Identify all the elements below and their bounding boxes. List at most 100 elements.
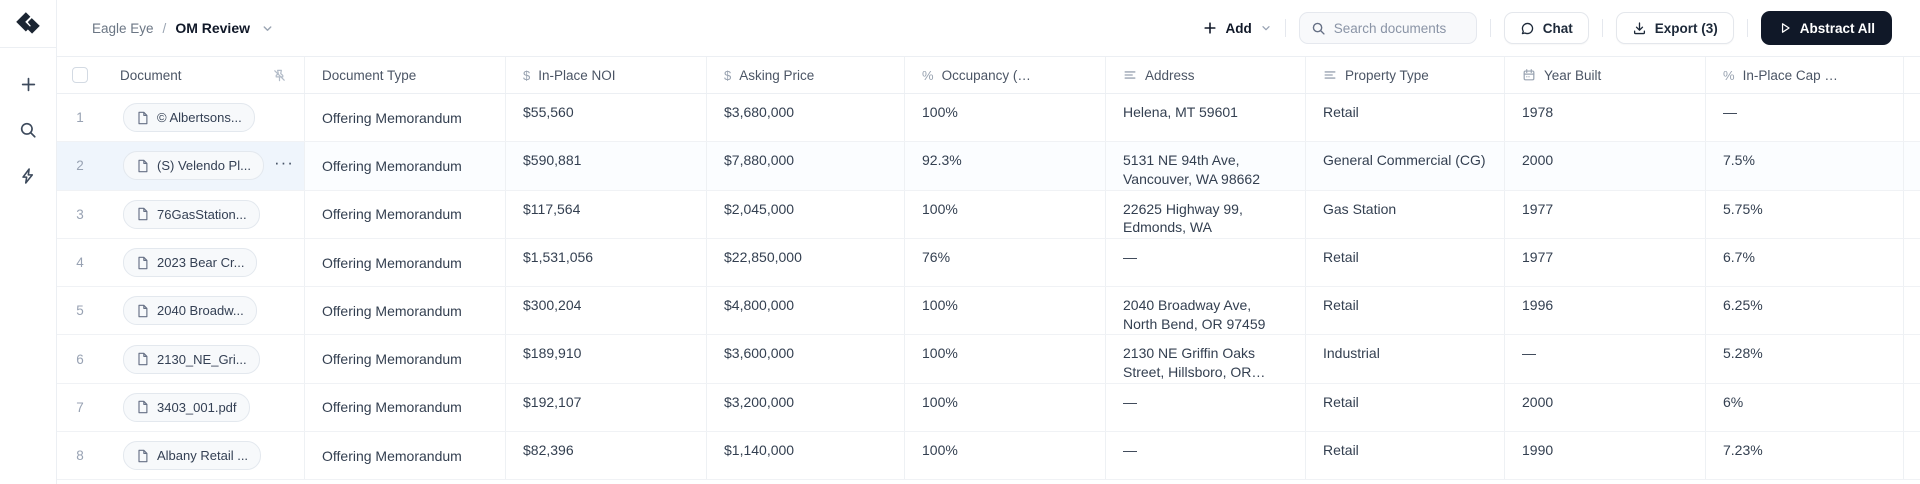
cell-property-type: Retail — [1306, 383, 1505, 432]
document-pill[interactable]: (S) Velendo Pl... — [123, 151, 264, 181]
cell-in-place-cap: 6.25% — [1706, 287, 1904, 335]
cell-document-type: Offering Memorandum — [305, 142, 506, 190]
export-button[interactable]: Export (3) — [1615, 12, 1734, 44]
search-box[interactable] — [1298, 12, 1477, 44]
row-number-cell: 8 — [57, 432, 103, 479]
document-pill[interactable]: 76GasStation... — [123, 199, 260, 229]
abstract-all-button[interactable]: Abstract All — [1760, 11, 1892, 45]
document-name: Albany Retail ... — [157, 448, 249, 464]
row-filler-cell — [1904, 432, 1920, 479]
cell-document-type: Offering Memorandum — [305, 287, 506, 335]
column-header-in-place-noi[interactable]: $ In-Place NOI — [506, 57, 707, 93]
document-icon — [138, 401, 148, 414]
toolbar-divider — [1489, 19, 1491, 37]
row-number-cell: 1 — [57, 94, 103, 141]
document-pill[interactable]: 2130_NE_Gri... — [123, 344, 260, 374]
cell-occupancy: 100% — [905, 335, 1106, 383]
document-icon — [138, 207, 148, 221]
search-sidebar-button[interactable] — [18, 120, 38, 140]
toolbar-divider — [1601, 19, 1603, 37]
cell-in-place-noi: $189,910 — [506, 335, 707, 383]
cell-year-built: 1977 — [1505, 238, 1706, 287]
cell-in-place-cap: 6% — [1706, 383, 1904, 432]
document-icon — [138, 111, 148, 124]
chevron-down-icon — [1260, 22, 1272, 34]
search-documents-input[interactable] — [1333, 20, 1465, 36]
cell-year-built: 1996 — [1505, 287, 1706, 335]
column-header-document-type[interactable]: Document Type — [305, 57, 506, 93]
add-sidebar-button[interactable] — [18, 74, 38, 94]
text-lines-icon — [1324, 71, 1336, 79]
column-header-occupancy[interactable]: % Occupancy (… — [905, 57, 1106, 93]
table-row: 7 3403_001.pdf Offering Memorandum $192,… — [57, 383, 1920, 433]
cell-in-place-cap: 7.23% — [1706, 432, 1904, 480]
breadcrumb-separator: / — [162, 20, 167, 36]
chat-button[interactable]: Chat — [1503, 12, 1589, 44]
column-header-document[interactable]: Document — [103, 57, 305, 93]
document-name: 2023 Bear Cr... — [157, 255, 245, 271]
document-pill[interactable]: © Albertsons... — [123, 103, 255, 133]
column-header-in-place-cap[interactable]: % In-Place Cap … — [1706, 57, 1904, 93]
header-filler-cell — [1904, 57, 1920, 93]
play-icon — [1781, 23, 1790, 33]
header-select-cell — [57, 57, 103, 93]
row-number-cell: 2 — [57, 142, 103, 190]
cell-address: 5131 NE 94th Ave, Vancouver, WA 98662 — [1106, 142, 1306, 190]
top-toolbar: Eagle Eye / OM Review Add — [57, 0, 1920, 56]
zap-sidebar-button[interactable] — [18, 166, 38, 186]
column-header-year-built[interactable]: Year Built — [1505, 57, 1706, 93]
cell-in-place-cap: 6.7% — [1706, 238, 1904, 287]
cell-year-built: 1978 — [1505, 94, 1706, 142]
pin-slash-icon[interactable] — [272, 68, 287, 83]
cell-year-built: — — [1505, 335, 1706, 383]
column-header-address[interactable]: Address — [1106, 57, 1306, 93]
cell-in-place-noi: $192,107 — [506, 383, 707, 432]
cell-in-place-cap: — — [1706, 94, 1904, 142]
breadcrumb-current[interactable]: OM Review — [175, 20, 251, 36]
document-cell: 2040 Broadw... — [103, 287, 305, 335]
cell-address: 2040 Broadway Ave, North Bend, OR 97459 — [1106, 287, 1306, 335]
cell-asking-price: $4,800,000 — [707, 287, 905, 335]
row-filler-cell — [1904, 384, 1920, 431]
document-pill[interactable]: Albany Retail ... — [123, 441, 262, 471]
abstract-all-button-label: Abstract All — [1799, 20, 1875, 36]
cell-property-type: Retail — [1306, 287, 1505, 335]
cell-in-place-noi: $117,564 — [506, 190, 707, 238]
cell-in-place-cap: 7.5% — [1706, 142, 1904, 190]
breadcrumb-root[interactable]: Eagle Eye — [92, 20, 154, 36]
add-button[interactable]: Add — [1203, 21, 1271, 36]
cell-document-type: Offering Memorandum — [305, 94, 506, 142]
document-icon — [138, 449, 148, 462]
column-header-property-type[interactable]: Property Type — [1306, 57, 1505, 93]
cell-year-built: 2000 — [1505, 142, 1706, 190]
document-pill[interactable]: 3403_001.pdf — [123, 392, 250, 422]
row-number: 2 — [76, 158, 84, 174]
document-icon — [138, 159, 148, 173]
document-cell: © Albertsons... — [103, 94, 305, 142]
document-cell: 3403_001.pdf — [103, 383, 305, 432]
document-pill[interactable]: 2040 Broadw... — [123, 296, 257, 326]
row-number: 3 — [76, 206, 84, 222]
document-cell: 2130_NE_Gri... — [103, 335, 305, 383]
toolbar-divider — [1746, 19, 1748, 37]
cell-occupancy: 100% — [905, 287, 1106, 335]
cell-asking-price: $1,140,000 — [707, 432, 905, 480]
search-icon — [20, 122, 36, 138]
cell-property-type: Retail — [1306, 94, 1505, 142]
row-filler-cell — [1904, 239, 1920, 286]
app-logo[interactable] — [0, 0, 56, 48]
dollar-icon: $ — [724, 67, 732, 83]
add-button-label: Add — [1225, 20, 1252, 36]
document-pill[interactable]: 2023 Bear Cr... — [123, 248, 258, 278]
cell-address: 22625 Highway 99, Edmonds, WA — [1106, 190, 1306, 238]
cell-occupancy: 92.3% — [905, 142, 1106, 190]
row-number: 8 — [76, 448, 84, 464]
table-row: 5 2040 Broadw... Offering Memorandum $30… — [57, 287, 1920, 336]
select-all-checkbox[interactable] — [72, 67, 88, 83]
column-header-asking-price[interactable]: $ Asking Price — [707, 57, 905, 93]
row-menu-button[interactable]: ··· — [273, 153, 294, 173]
toolbar-actions: Add Chat Export (3) — [1203, 11, 1892, 45]
cell-in-place-noi: $1,531,056 — [506, 238, 707, 287]
breadcrumb-dropdown[interactable] — [261, 22, 274, 35]
cell-property-type: Retail — [1306, 432, 1505, 480]
